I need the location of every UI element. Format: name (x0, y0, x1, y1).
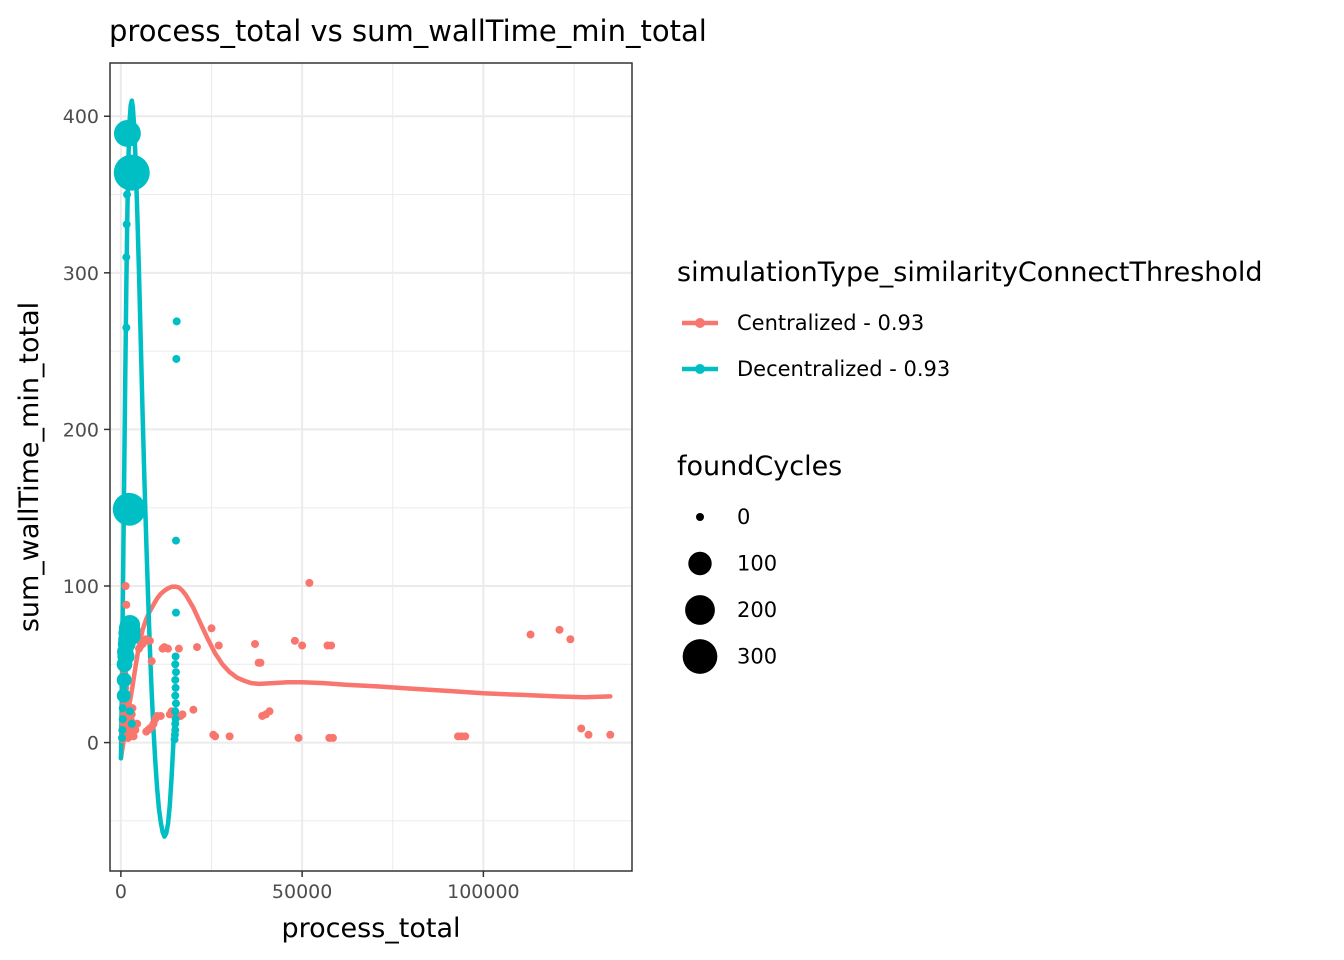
point-decentralized (118, 704, 127, 713)
y-tick-label: 100 (63, 576, 99, 598)
point-decentralized (127, 719, 136, 728)
x-tick-label: 50000 (272, 881, 332, 903)
point-decentralized (171, 668, 180, 677)
point-centralized (328, 733, 337, 742)
color-legend-title: simulationType_similarityConnectThreshol… (677, 257, 1263, 288)
point-decentralized (171, 536, 180, 545)
point-decentralized (118, 715, 127, 724)
x-tick-label: 100000 (447, 881, 520, 903)
point-decentralized (123, 190, 132, 199)
legend-key-point (695, 318, 705, 328)
point-centralized (189, 705, 198, 714)
point-centralized (265, 707, 274, 716)
point-centralized (555, 625, 564, 634)
point-centralized (131, 726, 140, 735)
chart-title: process_total vs sum_wallTime_min_total (109, 14, 707, 48)
y-axis-label: sum_wallTime_min_total (14, 302, 45, 632)
point-decentralized (171, 683, 180, 692)
point-decentralized (171, 691, 180, 700)
point-centralized (129, 732, 138, 741)
y-tick-label: 0 (87, 733, 99, 755)
point-decentralized (122, 220, 131, 229)
point-centralized (294, 733, 303, 742)
point-centralized (145, 636, 154, 645)
point-decentralized (113, 154, 150, 191)
x-axis-label: process_total (282, 913, 461, 944)
point-centralized (577, 724, 586, 733)
point-decentralized (118, 726, 127, 735)
point-decentralized (117, 647, 135, 666)
point-centralized (305, 578, 314, 587)
point-decentralized (112, 492, 146, 526)
point-centralized (327, 641, 336, 650)
size-legend-label: 200 (737, 598, 777, 622)
point-centralized (298, 641, 307, 650)
size-legend-key (685, 595, 715, 625)
point-centralized (461, 732, 470, 741)
data-points (112, 120, 615, 744)
point-decentralized (122, 323, 131, 332)
point-centralized (164, 644, 172, 653)
point-decentralized (117, 733, 126, 742)
point-decentralized (171, 660, 180, 669)
size-legend: 0 100 200 300 (682, 505, 777, 674)
point-decentralized (172, 317, 181, 326)
point-decentralized (125, 707, 134, 716)
point-decentralized (113, 120, 141, 147)
point-centralized (178, 710, 187, 719)
point-decentralized (171, 699, 180, 708)
point-decentralized (171, 675, 180, 684)
plot-panel (110, 63, 632, 871)
plot-border (109, 62, 633, 872)
y-tick-label: 200 (63, 419, 99, 441)
point-decentralized (171, 608, 180, 617)
point-decentralized (171, 652, 180, 661)
y-axis-ticks: 0 100 200 300 400 (63, 106, 110, 755)
legend-item-label: Centralized - 0.93 (737, 311, 924, 335)
point-centralized (193, 643, 201, 652)
size-legend-key (682, 639, 718, 674)
grid-lines (110, 63, 632, 871)
point-decentralized (122, 253, 131, 262)
point-centralized (526, 630, 535, 639)
point-decentralized (172, 354, 181, 363)
size-legend-key (696, 513, 704, 521)
point-centralized (606, 730, 615, 739)
point-centralized (147, 657, 156, 666)
y-tick-label: 400 (63, 106, 99, 128)
point-centralized (251, 639, 259, 648)
color-legend: Centralized - 0.93 Decentralized - 0.93 (682, 311, 950, 381)
point-centralized (256, 658, 265, 667)
point-centralized (122, 600, 131, 609)
point-centralized (290, 636, 299, 645)
point-centralized (566, 635, 575, 644)
point-decentralized (171, 707, 180, 716)
legend-item-label: Decentralized - 0.93 (737, 357, 950, 381)
point-centralized (156, 711, 165, 720)
point-decentralized (171, 715, 180, 724)
trend-line-centralized (118, 584, 613, 761)
legend-key-point (695, 364, 705, 374)
y-tick-label: 300 (63, 263, 99, 285)
point-decentralized (122, 627, 141, 645)
size-legend-label: 300 (737, 645, 777, 669)
point-centralized (225, 732, 234, 741)
point-centralized (121, 582, 130, 591)
size-legend-label: 0 (737, 505, 750, 529)
size-legend-title: foundCycles (677, 451, 842, 482)
point-decentralized (116, 672, 132, 688)
x-axis-ticks: 0 50000 100000 (115, 871, 520, 903)
x-tick-label: 0 (115, 881, 127, 903)
point-decentralized (171, 726, 180, 735)
size-legend-key (688, 551, 712, 576)
point-centralized (211, 732, 220, 741)
point-centralized (584, 730, 593, 739)
point-centralized (214, 641, 223, 650)
size-legend-label: 100 (737, 552, 777, 576)
point-centralized (207, 624, 216, 633)
point-centralized (174, 644, 183, 653)
point-decentralized (116, 688, 131, 703)
